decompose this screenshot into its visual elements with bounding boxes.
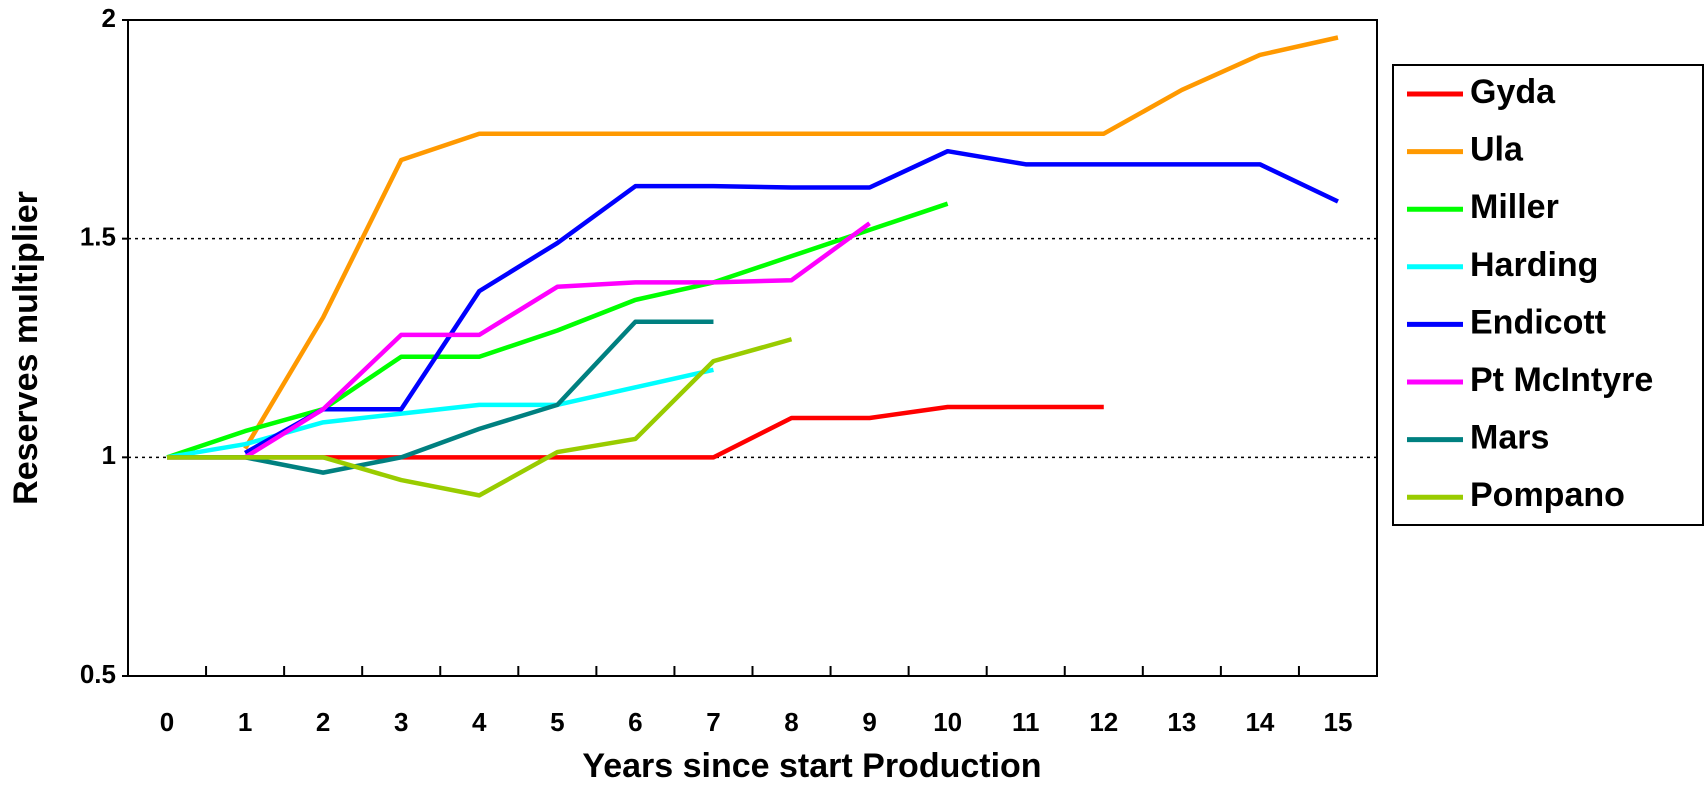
- legend-label: Pompano: [1470, 476, 1625, 514]
- legend-label: Gyda: [1470, 73, 1556, 111]
- x-tick-label: 2: [316, 707, 330, 737]
- y-tick-label: 1.5: [80, 222, 116, 252]
- x-tick-label: 6: [628, 707, 642, 737]
- y-tick-label: 0.5: [80, 659, 116, 689]
- x-tick-label: 1: [238, 707, 252, 737]
- series-line: [166, 367, 714, 460]
- series-line: [167, 337, 793, 498]
- series-line: [243, 35, 1339, 450]
- x-tick-label: 4: [472, 707, 487, 737]
- legend-label: Harding: [1470, 246, 1598, 284]
- legend-label: Miller: [1470, 188, 1559, 226]
- legend-label: Mars: [1470, 419, 1549, 457]
- series-line: [243, 221, 871, 460]
- x-tick-label: 12: [1089, 707, 1118, 737]
- legend: [1392, 64, 1704, 526]
- legend-label: Endicott: [1470, 303, 1606, 341]
- x-tick-label: 0: [160, 707, 174, 737]
- series-line: [167, 319, 714, 475]
- x-tick-label: 11: [1012, 707, 1040, 737]
- series-line: [166, 201, 949, 460]
- legend-label: Ula: [1470, 131, 1524, 169]
- x-tick-label: 14: [1245, 707, 1274, 737]
- x-axis-label: Years since start Production: [582, 747, 1041, 785]
- y-tick-label: 2: [102, 3, 116, 33]
- x-tick-label: 15: [1324, 707, 1353, 737]
- x-tick-label: 9: [862, 707, 876, 737]
- series-line: [243, 148, 1339, 455]
- y-tick-label: 1: [102, 440, 116, 470]
- x-tick-label: 3: [394, 707, 408, 737]
- x-tick-label: 10: [933, 707, 962, 737]
- x-tick-label: 5: [550, 707, 564, 737]
- x-tick-label: 13: [1167, 707, 1196, 737]
- y-axis-label: Reserves multiplier: [7, 191, 45, 505]
- legend-label: Pt McIntyre: [1470, 361, 1653, 399]
- x-tick-label: 8: [784, 707, 798, 737]
- x-tick-label: 7: [706, 707, 720, 737]
